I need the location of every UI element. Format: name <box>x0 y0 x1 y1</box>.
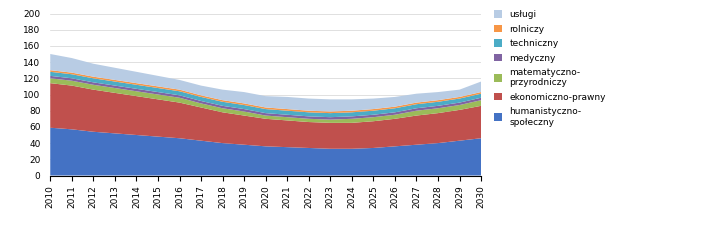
Legend: usługi, rolniczy, techniczny, medyczny, matematyczno-
przyrodniczy, ekonomiczno-: usługi, rolniczy, techniczny, medyczny, … <box>494 10 606 126</box>
